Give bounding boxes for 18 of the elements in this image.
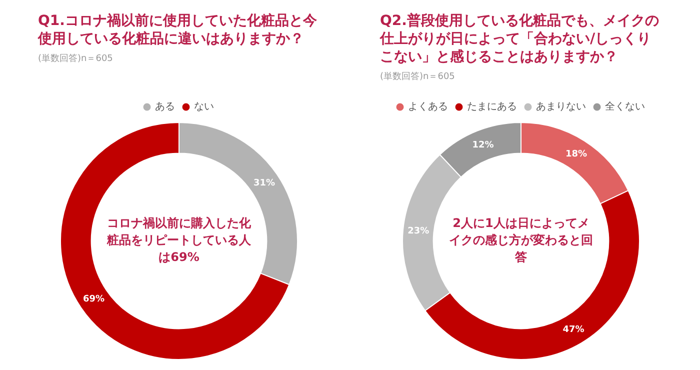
legend-label: あまりない xyxy=(536,102,586,113)
chart-title: Q2.普段使用している化粧品でも、メイクの仕上がりが日によって「合わない/しっくりこない」と感じることはありますか？ xyxy=(380,12,660,66)
legend-label: ない xyxy=(194,102,214,113)
chart-subtitle: (単数回答)n＝605 xyxy=(38,52,114,65)
text: コロナ禍以前に購入した化粧品をリピートしている人は69% xyxy=(106,216,252,264)
chart-title: Q1.コロナ禍以前に使用していた化粧品と今使用している化粧品に違いはありますか？ xyxy=(38,12,318,48)
legend-label: 全くない xyxy=(605,100,645,113)
text: 2人に1人は日によってメイクの感じ方が変わると回答 xyxy=(449,216,593,264)
data-label: 47% xyxy=(562,325,584,336)
data-label: 31% xyxy=(253,178,276,188)
data-label: 12% xyxy=(472,140,494,150)
legend-label: よくある xyxy=(408,102,448,113)
data-label: 23% xyxy=(408,226,430,237)
data-label: 18% xyxy=(565,149,588,160)
legend-label: ある xyxy=(155,102,175,113)
data-label: 69% xyxy=(82,294,105,304)
chart-subtitle: (単数回答)n＝605 xyxy=(380,70,456,83)
legend-label: たまにある xyxy=(467,102,517,113)
